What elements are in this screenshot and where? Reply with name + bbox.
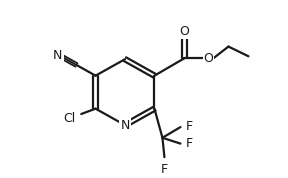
Text: O: O xyxy=(179,25,190,38)
Text: F: F xyxy=(161,163,168,176)
Text: F: F xyxy=(185,120,193,133)
Text: Cl: Cl xyxy=(63,112,76,125)
Text: N: N xyxy=(120,119,130,132)
Text: N: N xyxy=(53,49,62,62)
Text: F: F xyxy=(185,137,193,150)
Text: O: O xyxy=(204,52,213,65)
